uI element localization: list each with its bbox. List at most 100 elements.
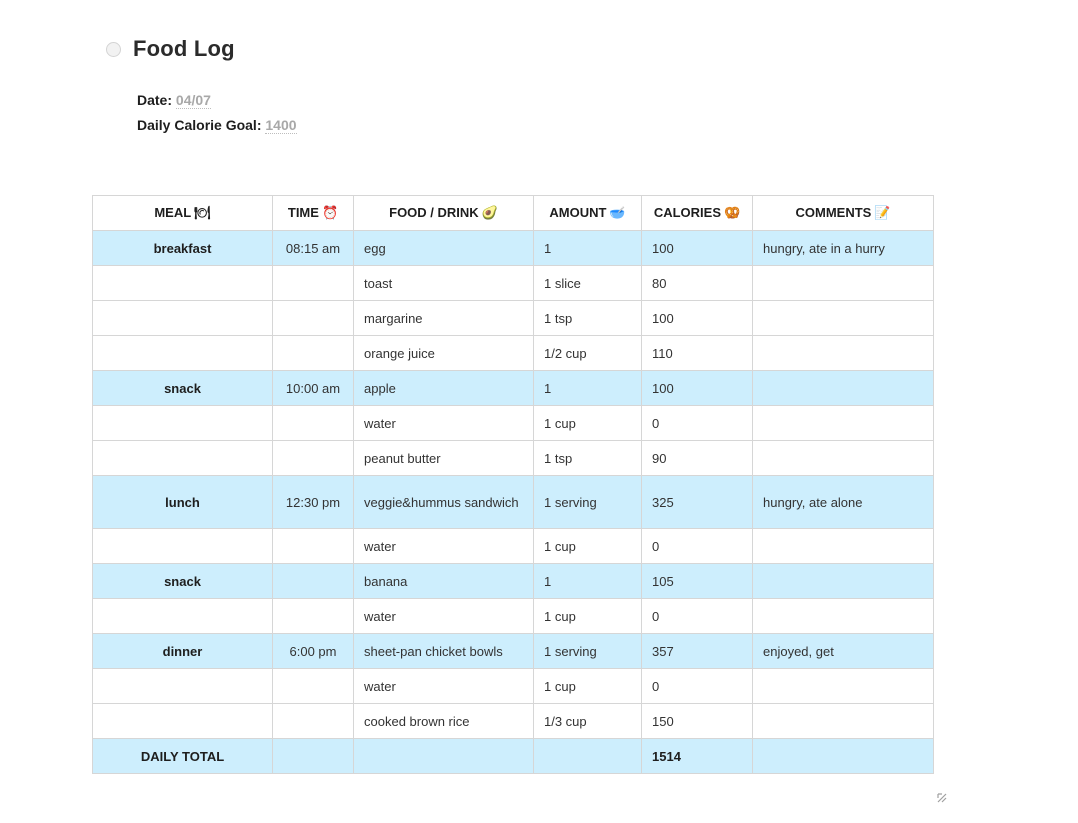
calories-cell[interactable]: 90 — [641, 440, 753, 476]
total-cell-comments[interactable] — [752, 738, 934, 774]
amount-cell[interactable]: 1 cup — [533, 598, 642, 634]
amount-cell[interactable]: 1 tsp — [533, 300, 642, 336]
meal-cell[interactable] — [92, 668, 273, 704]
food-cell[interactable]: banana — [353, 563, 534, 599]
meal-cell[interactable]: dinner — [92, 633, 273, 669]
time-cell[interactable] — [272, 265, 354, 301]
time-cell[interactable] — [272, 528, 354, 564]
comments-cell[interactable] — [752, 265, 934, 301]
total-cell-amount[interactable] — [533, 738, 642, 774]
comments-cell[interactable] — [752, 405, 934, 441]
calories-cell[interactable]: 100 — [641, 230, 753, 266]
food-cell[interactable]: egg — [353, 230, 534, 266]
food-cell[interactable]: orange juice — [353, 335, 534, 371]
amount-cell[interactable]: 1 cup — [533, 528, 642, 564]
meal-cell[interactable]: lunch — [92, 475, 273, 529]
amount-cell[interactable]: 1 serving — [533, 475, 642, 529]
amount-cell[interactable]: 1 cup — [533, 668, 642, 704]
food-cell[interactable]: margarine — [353, 300, 534, 336]
amount-cell[interactable]: 1 — [533, 370, 642, 406]
food-cell[interactable]: apple — [353, 370, 534, 406]
food-cell[interactable]: veggie&hummus sandwich — [353, 475, 534, 529]
header-amount[interactable]: AMOUNT 🥣 — [533, 195, 642, 231]
amount-cell[interactable]: 1 — [533, 230, 642, 266]
total-cell-time[interactable] — [272, 738, 354, 774]
time-cell[interactable] — [272, 598, 354, 634]
calories-cell[interactable]: 357 — [641, 633, 753, 669]
header-time[interactable]: TIME ⏰ — [272, 195, 354, 231]
comments-cell[interactable] — [752, 335, 934, 371]
time-cell[interactable] — [272, 563, 354, 599]
time-cell[interactable]: 12:30 pm — [272, 475, 354, 529]
calories-cell[interactable]: 0 — [641, 528, 753, 564]
time-cell[interactable] — [272, 300, 354, 336]
daily-total-label[interactable]: DAILY TOTAL — [92, 738, 273, 774]
daily-total-calories[interactable]: 1514 — [641, 738, 753, 774]
calories-cell[interactable]: 0 — [641, 598, 753, 634]
time-cell[interactable]: 6:00 pm — [272, 633, 354, 669]
header-calories[interactable]: CALORIES 🥨 — [641, 195, 753, 231]
food-cell[interactable]: cooked brown rice — [353, 703, 534, 739]
calories-cell[interactable]: 100 — [641, 370, 753, 406]
calories-cell[interactable]: 110 — [641, 335, 753, 371]
date-value[interactable]: 04/07 — [175, 92, 211, 109]
comments-cell[interactable]: enjoyed, get — [752, 633, 934, 669]
calorie-goal-value[interactable]: 1400 — [265, 117, 297, 134]
resize-handle-icon[interactable] — [937, 793, 947, 803]
comments-cell[interactable] — [752, 703, 934, 739]
meal-cell[interactable]: snack — [92, 370, 273, 406]
meal-cell[interactable]: breakfast — [92, 230, 273, 266]
meal-cell[interactable] — [92, 703, 273, 739]
food-cell[interactable]: water — [353, 405, 534, 441]
amount-cell[interactable]: 1 slice — [533, 265, 642, 301]
amount-cell[interactable]: 1 — [533, 563, 642, 599]
comments-cell[interactable]: hungry, ate in a hurry — [752, 230, 934, 266]
page-title[interactable]: Food Log — [133, 36, 235, 61]
header-comments[interactable]: COMMENTS 📝 — [752, 195, 934, 231]
comments-cell[interactable] — [752, 528, 934, 564]
meal-cell[interactable]: snack — [92, 563, 273, 599]
calories-cell[interactable]: 0 — [641, 405, 753, 441]
meal-cell[interactable] — [92, 440, 273, 476]
total-cell-food[interactable] — [353, 738, 534, 774]
amount-cell[interactable]: 1 serving — [533, 633, 642, 669]
time-cell[interactable] — [272, 440, 354, 476]
calories-cell[interactable]: 325 — [641, 475, 753, 529]
food-cell[interactable]: water — [353, 668, 534, 704]
comments-cell[interactable] — [752, 563, 934, 599]
meal-cell[interactable] — [92, 528, 273, 564]
food-cell[interactable]: toast — [353, 265, 534, 301]
food-cell[interactable]: water — [353, 598, 534, 634]
amount-cell[interactable]: 1/3 cup — [533, 703, 642, 739]
meal-cell[interactable] — [92, 300, 273, 336]
comments-cell[interactable]: hungry, ate alone — [752, 475, 934, 529]
calories-cell[interactable]: 80 — [641, 265, 753, 301]
time-cell[interactable] — [272, 668, 354, 704]
header-meal[interactable]: MEAL 🍽 — [92, 195, 273, 231]
meal-cell[interactable] — [92, 598, 273, 634]
comments-cell[interactable] — [752, 370, 934, 406]
time-cell[interactable]: 10:00 am — [272, 370, 354, 406]
meal-cell[interactable] — [92, 335, 273, 371]
calories-cell[interactable]: 0 — [641, 668, 753, 704]
time-cell[interactable]: 08:15 am — [272, 230, 354, 266]
comments-cell[interactable] — [752, 598, 934, 634]
time-cell[interactable] — [272, 405, 354, 441]
food-cell[interactable]: water — [353, 528, 534, 564]
calories-cell[interactable]: 105 — [641, 563, 753, 599]
comments-cell[interactable] — [752, 668, 934, 704]
meal-cell[interactable] — [92, 405, 273, 441]
amount-cell[interactable]: 1 tsp — [533, 440, 642, 476]
time-cell[interactable] — [272, 335, 354, 371]
meal-cell[interactable] — [92, 265, 273, 301]
calories-cell[interactable]: 150 — [641, 703, 753, 739]
time-cell[interactable] — [272, 703, 354, 739]
status-circle-icon[interactable] — [106, 41, 121, 57]
food-cell[interactable]: sheet-pan chicket bowls — [353, 633, 534, 669]
calories-cell[interactable]: 100 — [641, 300, 753, 336]
header-food-drink[interactable]: FOOD / DRINK 🥑 — [353, 195, 534, 231]
food-cell[interactable]: peanut butter — [353, 440, 534, 476]
amount-cell[interactable]: 1 cup — [533, 405, 642, 441]
amount-cell[interactable]: 1/2 cup — [533, 335, 642, 371]
comments-cell[interactable] — [752, 300, 934, 336]
